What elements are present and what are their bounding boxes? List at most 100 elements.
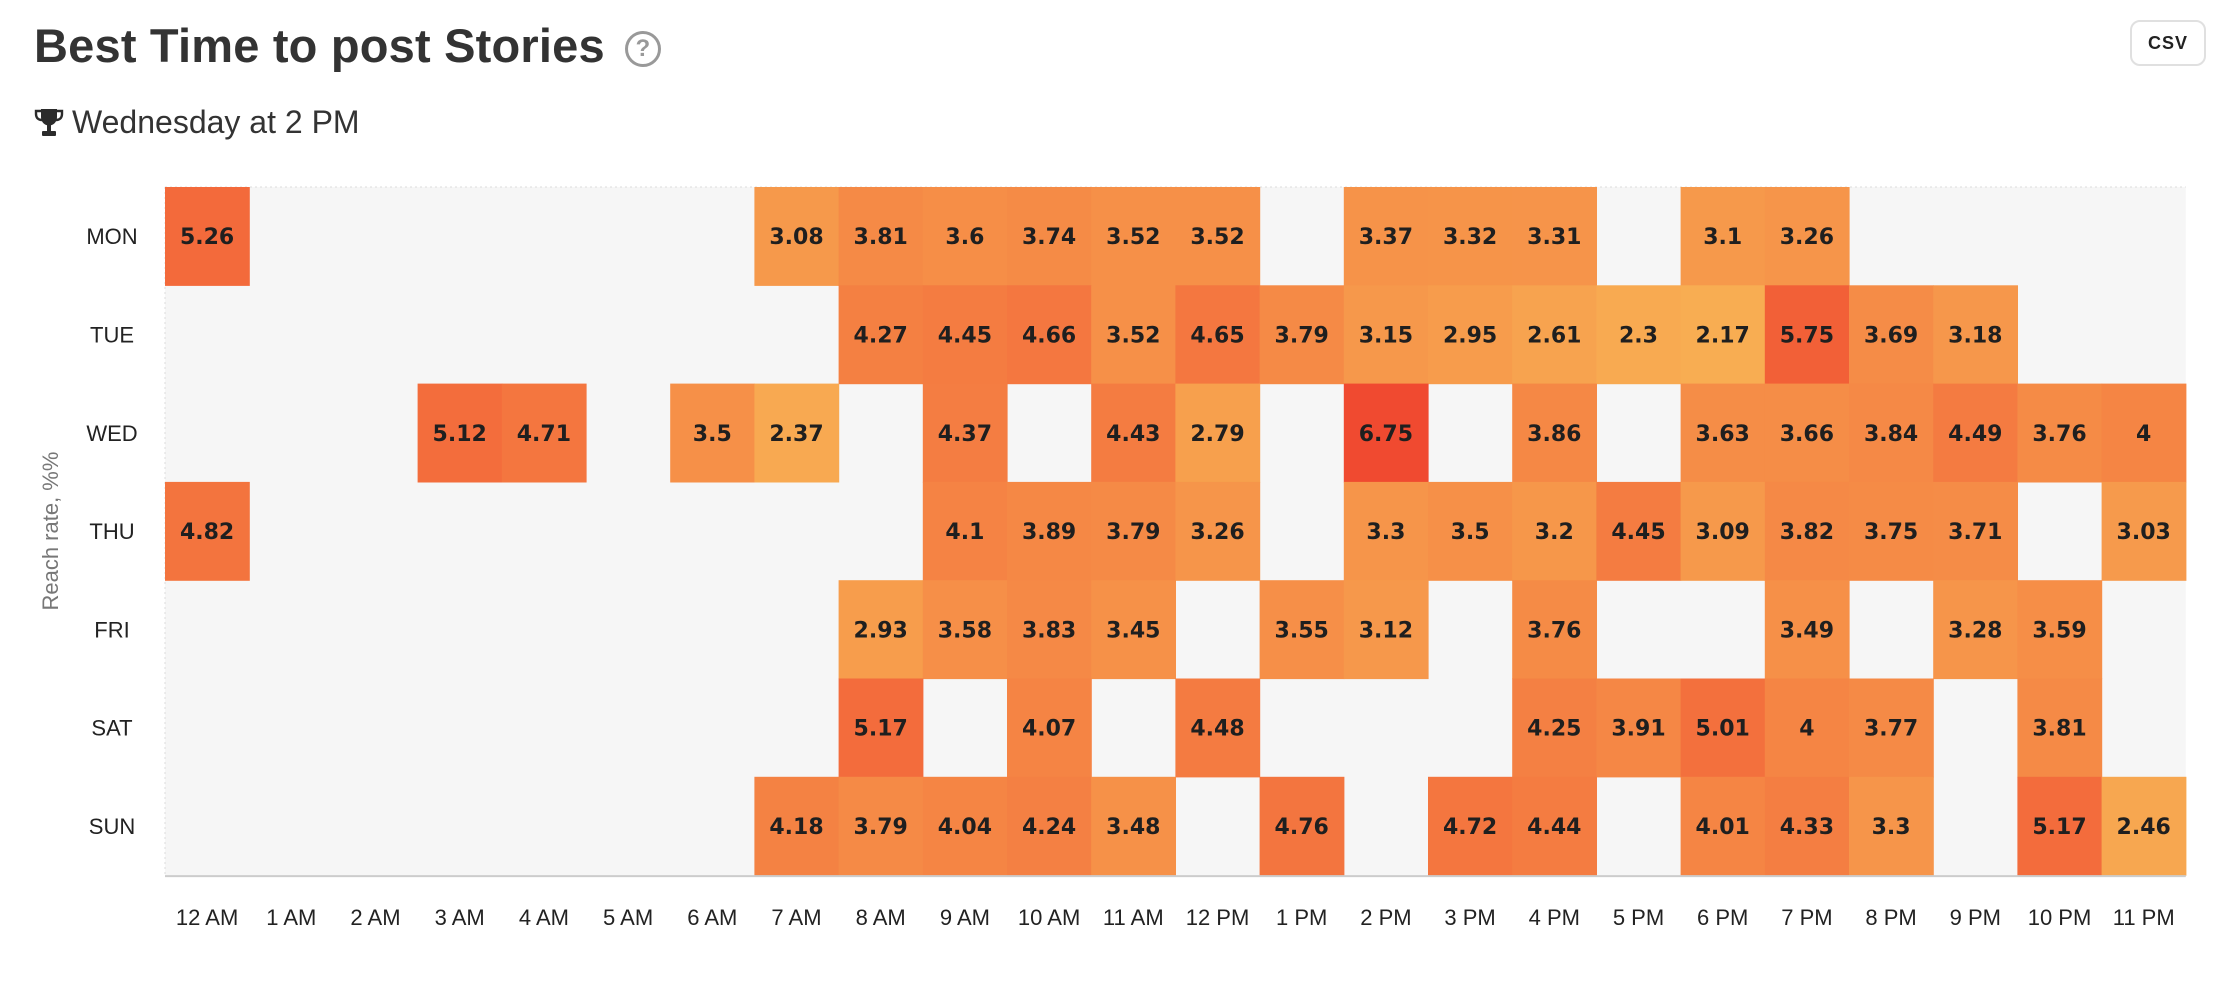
heatmap-cell xyxy=(1596,678,1682,778)
heatmap-cell xyxy=(1428,285,1513,385)
heatmap-cell xyxy=(838,678,924,778)
cell-value-label: 3.09 xyxy=(1696,520,1750,545)
cell-value-label: 3.89 xyxy=(1022,520,1076,545)
heatmap-cell xyxy=(1175,678,1261,778)
cell-value-label: 5.17 xyxy=(854,717,908,742)
cell-value-label: 4.27 xyxy=(854,323,908,348)
x-tick-label: 8 AM xyxy=(856,905,906,930)
heatmap-cell xyxy=(1933,481,2018,581)
cell-value-label: 4.71 xyxy=(517,422,571,447)
x-tick-label: 1 PM xyxy=(1276,905,1327,930)
heatmap-cell xyxy=(1849,481,1934,581)
y-tick-label: FRI xyxy=(94,617,129,642)
cell-value-label: 4.24 xyxy=(1022,815,1076,840)
cell-value-label: 3.83 xyxy=(1022,618,1076,643)
x-tick-label: 7 PM xyxy=(1781,905,1832,930)
heatmap-cell xyxy=(1343,187,1429,286)
x-tick-label: 6 AM xyxy=(687,905,737,930)
heatmap-cell xyxy=(1512,187,1597,286)
heatmap-cell xyxy=(1512,383,1597,483)
cell-value-label: 3.81 xyxy=(2032,717,2086,742)
question-circle-icon[interactable]: ? xyxy=(624,30,661,67)
heatmap-cell xyxy=(1764,481,1850,581)
cell-value-label: 3.82 xyxy=(1780,520,1834,545)
cell-value-label: 3.12 xyxy=(1359,618,1413,643)
heatmap-cell xyxy=(670,383,755,483)
cell-value-label: 3.32 xyxy=(1443,225,1497,250)
cell-value-label: 2.61 xyxy=(1527,323,1581,348)
heatmap-cell xyxy=(1933,383,2018,483)
cell-value-label: 3.86 xyxy=(1527,422,1581,447)
heatmap-cell xyxy=(1512,776,1597,876)
cell-value-label: 3.52 xyxy=(1106,323,1160,348)
title-row: Best Time to post Stories ? xyxy=(34,18,661,73)
y-tick-label: SAT xyxy=(91,716,132,741)
cell-value-label: 4.33 xyxy=(1780,815,1834,840)
heatmap-cell xyxy=(1175,187,1261,286)
x-tick-label: 11 PM xyxy=(2113,905,2175,930)
cell-value-label: 3.26 xyxy=(1190,520,1244,545)
heatmap-cell xyxy=(1428,776,1513,876)
x-tick-label: 10 PM xyxy=(2028,905,2092,930)
cell-value-label: 3.76 xyxy=(2032,422,2086,447)
cell-value-label: 3.3 xyxy=(1366,520,1405,545)
cell-value-label: 3.79 xyxy=(854,815,908,840)
heatmap-cell xyxy=(1091,580,1176,680)
heatmap-cell xyxy=(1512,285,1597,385)
heatmap-cell xyxy=(838,580,924,680)
cell-value-label: 3.31 xyxy=(1527,225,1581,250)
heatmap-cell xyxy=(501,383,587,483)
cell-value-label: 4.1 xyxy=(945,520,984,545)
x-tick-label: 10 AM xyxy=(1018,905,1080,930)
heatmap-cell xyxy=(1596,481,1682,581)
heatmap-cell xyxy=(2101,776,2187,876)
x-tick-label: 5 AM xyxy=(603,905,653,930)
heatmap-cell xyxy=(1343,383,1429,483)
cell-value-label: 3.76 xyxy=(1527,618,1581,643)
heatmap-cell xyxy=(1849,285,1934,385)
cell-value-label: 3.58 xyxy=(938,618,992,643)
cell-value-label: 2.17 xyxy=(1696,323,1750,348)
heatmap-cell xyxy=(754,383,840,483)
heatmap-cell xyxy=(1343,285,1429,385)
heatmap-cell xyxy=(1343,580,1429,680)
heatmap-cell xyxy=(1596,285,1682,385)
cell-value-label: 3.45 xyxy=(1106,618,1160,643)
cell-value-label: 2.93 xyxy=(854,618,908,643)
x-tick-label: 9 AM xyxy=(940,905,990,930)
heatmap-cell xyxy=(1764,187,1850,286)
y-tick-label: MON xyxy=(86,224,137,249)
heatmap-cell xyxy=(754,187,840,286)
y-tick-label: TUE xyxy=(90,322,134,347)
csv-export-button[interactable]: CSV xyxy=(2130,20,2206,66)
cell-value-label: 3.84 xyxy=(1864,422,1918,447)
cell-value-label: 3.81 xyxy=(854,225,908,250)
cell-value-label: 3.77 xyxy=(1864,717,1918,742)
x-tick-label: 11 AM xyxy=(1103,905,1164,930)
page-title: Best Time to post Stories xyxy=(34,19,605,72)
heatmap-cell xyxy=(922,481,1008,581)
cell-value-label: 3.3 xyxy=(1872,815,1911,840)
cell-value-label: 4.48 xyxy=(1190,717,1244,742)
heatmap-cell xyxy=(838,285,924,385)
heatmap-cell xyxy=(1175,481,1261,581)
best-time-summary: Wednesday at 2 PM xyxy=(34,104,360,141)
x-tick-label: 4 PM xyxy=(1529,905,1580,930)
y-tick-label: SUN xyxy=(89,814,135,839)
cell-value-label: 3.49 xyxy=(1780,618,1834,643)
heatmap-cell xyxy=(922,383,1008,483)
y-axis-title: Reach rate, %% xyxy=(38,452,63,611)
x-tick-label: 7 AM xyxy=(771,905,821,930)
cell-value-label: 3.79 xyxy=(1275,323,1329,348)
cell-value-label: 3.79 xyxy=(1106,520,1160,545)
cell-value-label: 3.59 xyxy=(2032,618,2086,643)
heatmap-cell xyxy=(922,776,1008,876)
cell-value-label: 4.25 xyxy=(1527,717,1581,742)
cell-value-label: 2.3 xyxy=(1619,323,1658,348)
heatmap-cell xyxy=(922,580,1008,680)
x-tick-label: 2 PM xyxy=(1360,905,1411,930)
heatmap-cell xyxy=(1680,481,1766,581)
heatmap-cell xyxy=(2017,678,2103,778)
heatmap-cell xyxy=(1091,481,1176,581)
